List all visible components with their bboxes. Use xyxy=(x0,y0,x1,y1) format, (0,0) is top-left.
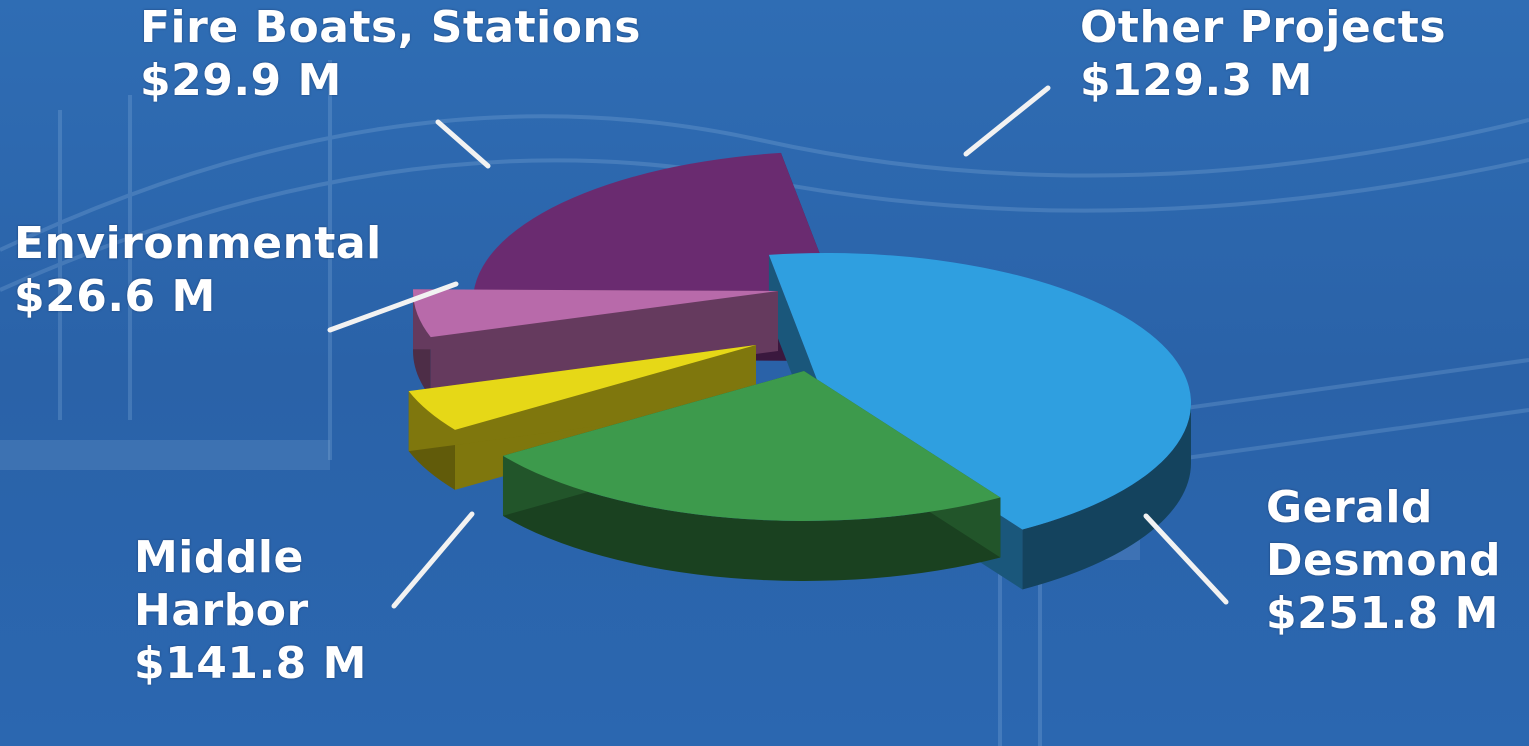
environmental-value: $26.6 M xyxy=(14,270,216,322)
pie-slice-top-other-projects xyxy=(473,152,838,301)
environmental-name: Environmental xyxy=(14,218,382,269)
pie-slice-wall-environmental xyxy=(408,345,756,452)
leader-line-fire-boats xyxy=(435,119,491,169)
slice-label-middle-harbor: Middle Harbor $141.8 M xyxy=(134,532,367,690)
leader-line-other-projects xyxy=(963,85,1051,157)
pie-slice-top-fire-boats xyxy=(413,289,778,338)
middle-harbor-name-line1: Middle xyxy=(134,532,304,583)
leader-line-environmental xyxy=(327,281,459,333)
gerald-desmond-name-line2: Desmond xyxy=(1266,534,1501,586)
leader-line-gerald-desmond xyxy=(1143,513,1229,605)
gerald-desmond-value: $251.8 M xyxy=(1266,587,1499,639)
pie-slice-top-middle-harbor xyxy=(502,371,1001,521)
pie-slice-top-environmental xyxy=(408,345,756,430)
slice-label-gerald-desmond: Gerald Desmond $251.8 M xyxy=(1266,482,1501,640)
leader-line-middle-harbor xyxy=(391,511,475,609)
fire-boats-name: Fire Boats, Stations xyxy=(140,2,641,53)
slice-label-environmental: Environmental $26.6 M xyxy=(14,218,382,324)
pie-slice-top-gerald-desmond xyxy=(768,253,1191,530)
pie-slice-middle-harbor xyxy=(502,371,1001,581)
pie-slice-side-middle-harbor xyxy=(502,455,1001,581)
slice-label-other-projects: Other Projects $129.3 M xyxy=(1080,2,1446,108)
slice-label-fire-boats: Fire Boats, Stations $29.9 M xyxy=(140,2,641,108)
fire-boats-value: $29.9 M xyxy=(140,54,342,106)
middle-harbor-name-line2: Harbor xyxy=(134,584,309,636)
middle-harbor-value: $141.8 M xyxy=(134,637,367,689)
gerald-desmond-name-line1: Gerald xyxy=(1266,482,1433,533)
other-projects-name: Other Projects xyxy=(1080,2,1447,53)
pie-slice-fire-boats xyxy=(413,289,778,398)
other-projects-value: $129.3 M xyxy=(1080,54,1313,106)
pie-slice-side-gerald-desmond xyxy=(1022,403,1191,590)
